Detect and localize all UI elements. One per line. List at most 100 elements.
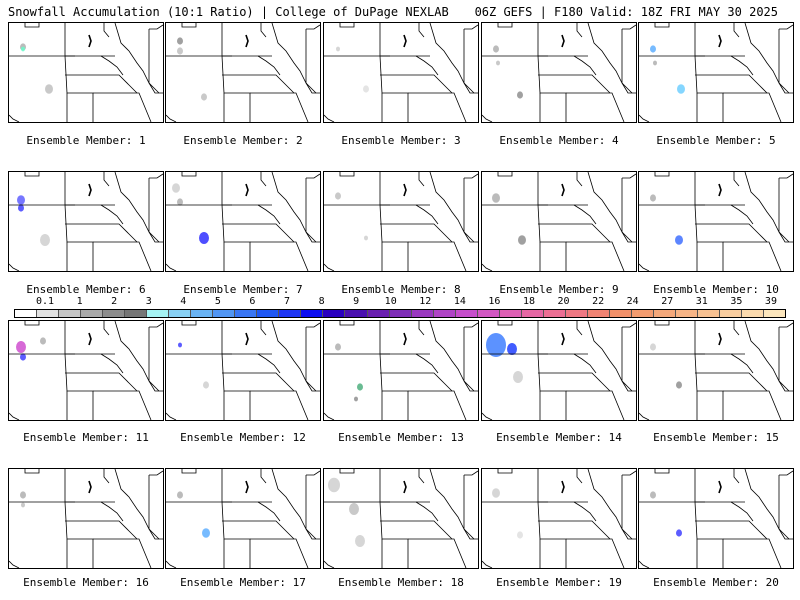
colorbar-tick-label: 4 [180, 296, 187, 307]
colorbar-segment [125, 310, 148, 317]
map-panel-8 [323, 171, 479, 272]
map-outline [482, 172, 636, 271]
panel-caption: Ensemble Member: 7 [183, 283, 303, 296]
map-outline [9, 321, 163, 420]
map-panel-2 [165, 22, 321, 123]
colorbar-segment [389, 310, 412, 317]
map-panel-15 [638, 320, 794, 421]
panel-caption: Ensemble Member: 15 [653, 431, 779, 444]
colorbar-tick-label: 2 [111, 296, 118, 307]
map-panel-4 [481, 22, 637, 123]
panel-caption: Ensemble Member: 13 [338, 431, 464, 444]
colorbar-segment [499, 310, 522, 317]
colorbar-tick-label: 6 [249, 296, 256, 307]
map-outline [482, 23, 636, 122]
colorbar [14, 309, 786, 318]
colorbar-segment [609, 310, 632, 317]
panel-caption: Ensemble Member: 17 [180, 576, 306, 589]
map-outline [9, 469, 163, 568]
colorbar-segment [169, 310, 192, 317]
colorbar-segment [764, 310, 786, 317]
map-outline [166, 469, 320, 568]
map-panel-19 [481, 468, 637, 569]
colorbar-tick-label: 35 [730, 296, 743, 307]
colorbar-tick-label: 0.1 [36, 296, 55, 307]
colorbar-tick-label: 3 [145, 296, 152, 307]
colorbar-tick-label: 14 [453, 296, 466, 307]
colorbar-tick-label: 12 [419, 296, 432, 307]
panel-caption: Ensemble Member: 4 [499, 134, 619, 147]
map-outline [166, 23, 320, 122]
colorbar-segment [367, 310, 390, 317]
colorbar-segment [257, 310, 280, 317]
colorbar-tick-label: 10 [384, 296, 397, 307]
panel-caption: Ensemble Member: 2 [183, 134, 303, 147]
panel-caption: Ensemble Member: 11 [23, 431, 149, 444]
map-outline [166, 172, 320, 271]
map-panel-14 [481, 320, 637, 421]
panel-caption: Ensemble Member: 1 [26, 134, 146, 147]
colorbar-tick-label: 9 [353, 296, 360, 307]
map-panel-12 [165, 320, 321, 421]
colorbar-tick-label: 31 [695, 296, 708, 307]
colorbar-segment [323, 310, 346, 317]
colorbar-segment [521, 310, 544, 317]
map-outline [482, 469, 636, 568]
colorbar-labels: 0.1 1 2 3 4 5 6 7 8 9 10 12 14 16 18 20 22 24 27 31 35 39 [14, 296, 786, 308]
map-outline [324, 172, 478, 271]
colorbar-segment [742, 310, 765, 317]
map-panel-3 [323, 22, 479, 123]
map-outline [9, 23, 163, 122]
colorbar-segment [477, 310, 500, 317]
colorbar-segment [433, 310, 456, 317]
colorbar-segment [345, 310, 368, 317]
map-panel-9 [481, 171, 637, 272]
valid-time: 06Z GEFS | F180 Valid: 18Z FRI MAY 30 20… [474, 5, 778, 19]
colorbar-segment [587, 310, 610, 317]
panel-caption: Ensemble Member: 8 [341, 283, 461, 296]
colorbar-segment [59, 310, 82, 317]
colorbar-segment [675, 310, 698, 317]
map-panel-1 [8, 22, 164, 123]
colorbar-segment [653, 310, 676, 317]
colorbar-segment [81, 310, 104, 317]
colorbar-tick-label: 18 [522, 296, 536, 307]
colorbar-segment [15, 310, 38, 317]
colorbar-segment [411, 310, 434, 317]
map-outline [324, 469, 478, 568]
map-panel-18 [323, 468, 479, 569]
panel-caption: Ensemble Member: 5 [656, 134, 776, 147]
map-outline [639, 172, 793, 271]
map-panel-7 [165, 171, 321, 272]
colorbar-tick-label: 20 [557, 296, 570, 307]
colorbar-segment [147, 310, 170, 317]
map-outline [9, 172, 163, 271]
colorbar-segment [720, 310, 743, 317]
map-panel-5 [638, 22, 794, 123]
map-panel-11 [8, 320, 164, 421]
map-panel-20 [638, 468, 794, 569]
panel-caption: Ensemble Member: 3 [341, 134, 461, 147]
panel-caption: Ensemble Member: 12 [180, 431, 306, 444]
map-panel-6 [8, 171, 164, 272]
colorbar-segment [301, 310, 324, 317]
map-outline [639, 23, 793, 122]
panel-caption: Ensemble Member: 20 [653, 576, 779, 589]
panel-caption: Ensemble Member: 6 [26, 283, 146, 296]
panel-caption: Ensemble Member: 16 [23, 576, 149, 589]
map-panel-13 [323, 320, 479, 421]
colorbar-tick-label: 1 [76, 296, 83, 307]
map-panel-16 [8, 468, 164, 569]
colorbar-segment [455, 310, 478, 317]
map-outline [166, 321, 320, 420]
map-outline [482, 321, 636, 420]
map-panel-10 [638, 171, 794, 272]
colorbar-segment [697, 310, 720, 317]
colorbar-segment [565, 310, 588, 317]
map-title: Snowfall Accumulation (10:1 Ratio) | Col… [8, 5, 449, 19]
colorbar-tick-label: 8 [318, 296, 325, 307]
colorbar-segment [191, 310, 214, 317]
colorbar-segment [213, 310, 236, 317]
panel-caption: Ensemble Member: 9 [499, 283, 619, 296]
map-outline [324, 321, 478, 420]
